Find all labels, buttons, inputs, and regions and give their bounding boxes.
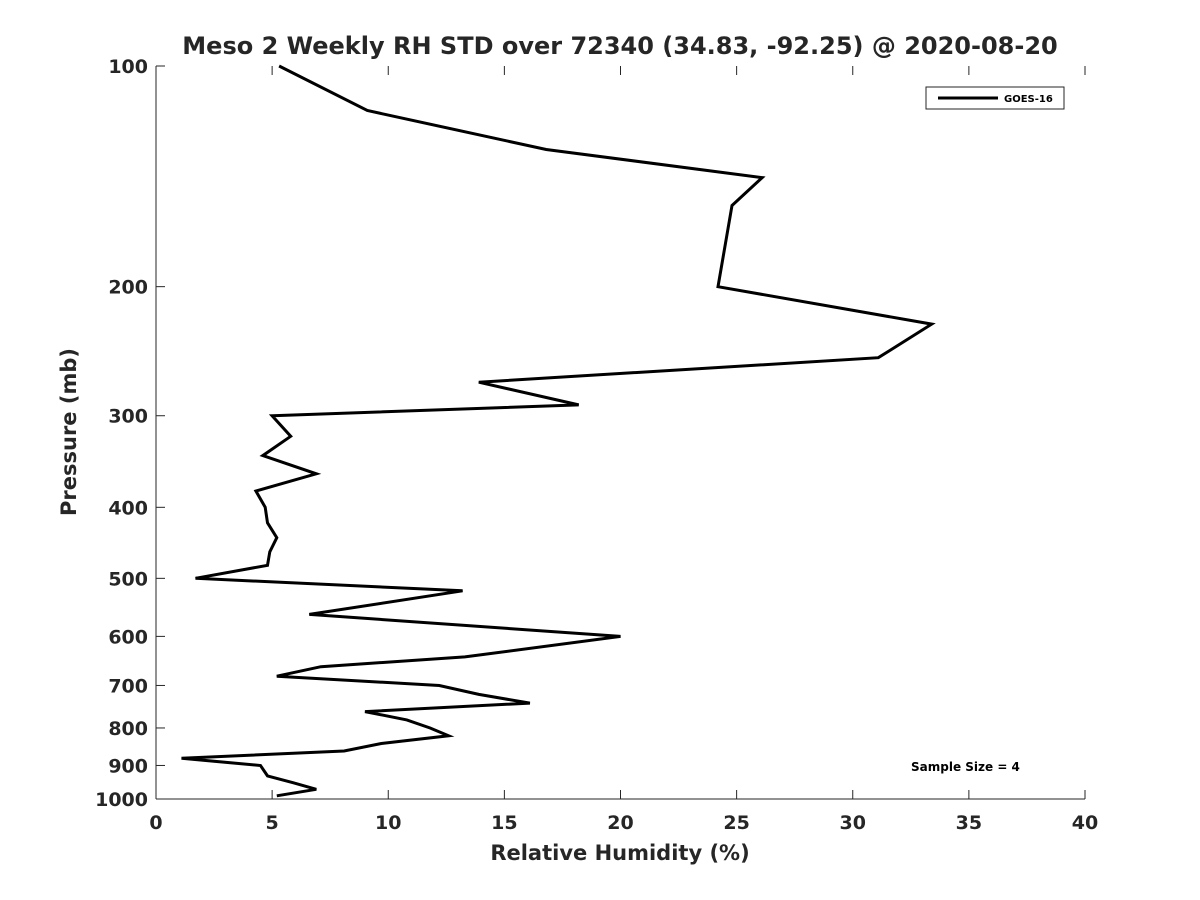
y-tick-label: 100 — [108, 56, 148, 78]
x-tick-label: 40 — [1072, 812, 1098, 834]
x-tick-label: 15 — [491, 812, 517, 834]
y-axis-label: Pressure (mb) — [57, 348, 81, 516]
y-tick-label: 700 — [108, 675, 148, 697]
x-tick-label: 20 — [607, 812, 633, 834]
x-axis-ticks: 0 5 10 15 20 25 30 35 40 — [149, 66, 1098, 834]
plot-area: 0 5 10 15 20 25 30 35 40 100 200 300 400 500 600 700 80… — [95, 56, 1098, 834]
x-tick-label: 0 — [149, 812, 162, 834]
y-tick-label: 300 — [108, 406, 148, 428]
legend: GOES-16 — [925, 86, 1065, 110]
series-line-goes-16 — [181, 64, 936, 798]
x-tick-label: 10 — [375, 812, 401, 834]
x-tick-label: 5 — [266, 812, 279, 834]
plot-background — [156, 66, 1085, 799]
y-tick-label: 800 — [108, 718, 148, 740]
x-tick-label: 35 — [956, 812, 982, 834]
y-tick-label: 500 — [108, 568, 148, 590]
y-axis-ticks: 100 200 300 400 500 600 700 800 900 1000 — [95, 56, 165, 811]
series-layer — [181, 64, 936, 798]
chart-title: Meso 2 Weekly RH STD over 72340 (34.83, … — [182, 32, 1057, 60]
y-tick-label: 400 — [108, 497, 148, 519]
y-tick-label: 600 — [108, 626, 148, 648]
x-axis-label: Relative Humidity (%) — [490, 841, 749, 865]
legend-entry-goes-16: GOES-16 — [1004, 94, 1053, 105]
y-tick-label: 900 — [108, 755, 148, 777]
y-tick-label: 1000 — [95, 789, 148, 811]
x-tick-label: 25 — [723, 812, 749, 834]
x-tick-label: 30 — [840, 812, 866, 834]
y-tick-label: 200 — [108, 277, 148, 299]
sample-size-annotation: Sample Size = 4 — [911, 760, 1020, 774]
